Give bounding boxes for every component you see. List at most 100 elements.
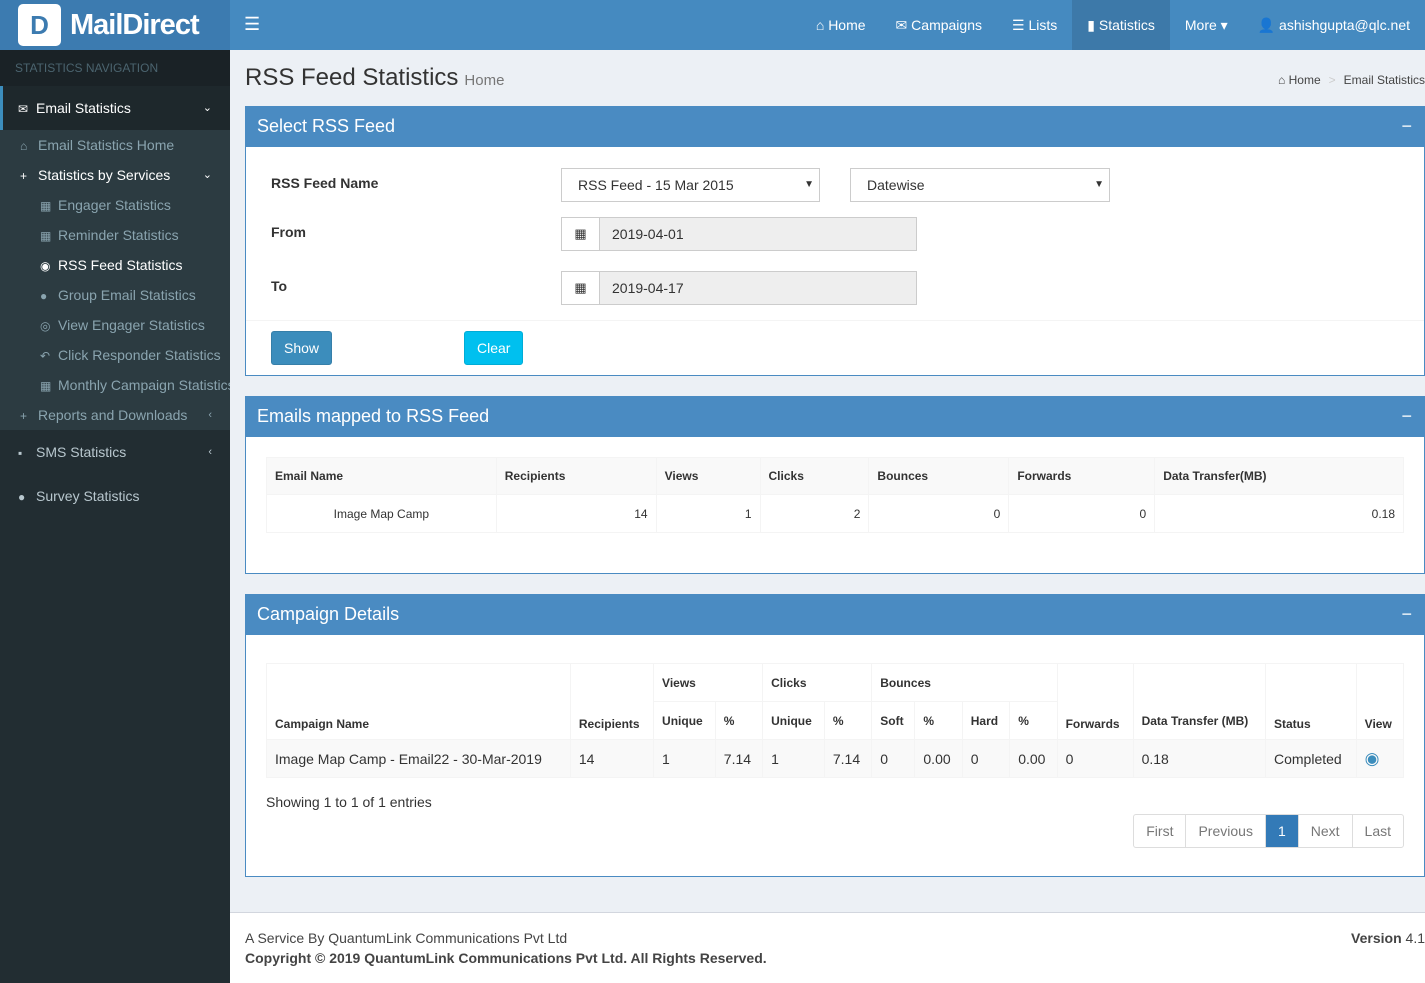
to-date-field[interactable]: ▦ 2019-04-17 — [561, 271, 917, 305]
envelope-icon: ✉ — [18, 102, 29, 116]
sidebar-item-monthly-campaign-statistics[interactable]: ▦ Monthly Campaign Statistics — [0, 370, 230, 400]
column-header: % — [914, 701, 963, 740]
sidebar-item-email-statistics[interactable]: ✉ Email Statistics ⌄ — [0, 86, 230, 130]
menu-icon: + — [20, 409, 28, 423]
table-cell: 0 — [871, 739, 916, 778]
view-cell: ◉ — [1355, 739, 1405, 778]
calendar-icon[interactable]: ▦ — [562, 272, 600, 304]
table-cell: 0 — [1056, 739, 1134, 778]
footer-service: A Service By QuantumLink Communications … — [245, 930, 568, 946]
page-title: RSS Feed Statistics Home — [245, 64, 505, 91]
menu-icon: ◉ — [40, 259, 51, 273]
collapse-button[interactable]: − — [1401, 604, 1412, 624]
menu-icon: ⌂ — [20, 139, 28, 153]
table-cell: 14 — [569, 739, 655, 778]
chevron-left-icon: ‹ — [208, 446, 212, 458]
home-icon: ⌂ — [1278, 73, 1289, 87]
table-cell: 14 — [495, 494, 657, 533]
sidebar-item-group-email-statistics[interactable]: ● Group Email Statistics — [0, 280, 230, 310]
column-header: Soft — [871, 701, 916, 740]
rss-feed-select[interactable]: RSS Feed - 15 Mar 2015 ▼ — [561, 168, 820, 202]
eye-icon[interactable]: ◉ — [1364, 748, 1380, 768]
sidebar-item-rss-feed-statistics[interactable]: ◉ RSS Feed Statistics — [0, 250, 230, 280]
panel-title: Select RSS Feed — [257, 116, 396, 136]
table-cell: 7.14 — [823, 739, 873, 778]
collapse-button[interactable]: − — [1401, 406, 1412, 426]
pagination-first[interactable]: First — [1146, 823, 1174, 839]
select-rss-feed-panel: Select RSS Feed − RSS Feed Name RSS Feed … — [245, 106, 1425, 376]
panel-title: Campaign Details — [257, 604, 400, 624]
table-cell: 7.14 — [714, 739, 764, 778]
menu-icon: ◎ — [40, 319, 51, 333]
table-cell: 0 — [1008, 494, 1156, 533]
sidebar-item-label: Reports and Downloads — [38, 407, 188, 423]
sidebar-item-email-statistics-home[interactable]: ⌂ Email Statistics Home — [0, 130, 230, 160]
sidebar-item-label: Email Statistics Home — [38, 137, 175, 153]
table-cell: 2 — [759, 494, 870, 533]
chevron-icon: ‹ — [208, 409, 212, 421]
campaign-table: Campaign Name Recipients Views Clicks Bo… — [266, 663, 1405, 778]
clear-button[interactable]: Clear — [464, 331, 524, 365]
collapse-button[interactable]: − — [1401, 116, 1412, 136]
nav-icon: ⌂ — [815, 17, 825, 33]
sidebar-item-engager-statistics[interactable]: ▦ Engager Statistics — [0, 190, 230, 220]
nav-label: Home — [828, 17, 866, 33]
menu-icon: ● — [40, 289, 48, 303]
pagination-previous[interactable]: Previous — [1185, 815, 1264, 847]
show-button[interactable]: Show — [271, 331, 333, 365]
breadcrumb-current[interactable]: Email Statistics — [1343, 73, 1425, 87]
nav-item-more[interactable]: More ▾ — [1170, 0, 1243, 50]
logo[interactable]: D MailDirect — [0, 0, 230, 50]
emails-mapped-panel: Emails mapped to RSS Feed − Email Name Rec… — [245, 396, 1425, 574]
calendar-icon[interactable]: ▦ — [562, 218, 600, 250]
table-cell: 0 — [868, 494, 1010, 533]
sidebar-item-sms-statistics[interactable]: ▪ SMS Statistics ‹ — [0, 430, 230, 474]
menu-icon: ▦ — [40, 199, 52, 213]
sidebar-item-click-responder-statistics[interactable]: ↶ Click Responder Statistics — [0, 340, 230, 370]
feed-name-label: RSS Feed Name — [271, 175, 379, 191]
sidebar-item-survey-statistics[interactable]: ● Survey Statistics — [0, 474, 230, 518]
nav-item-statistics[interactable]: ▮ Statistics — [1072, 0, 1170, 50]
nav-label: Statistics — [1098, 17, 1155, 33]
top-bar: D MailDirect ☰ ⌂ Home ✉ Campaigns ☰ Lists ▮ … — [0, 0, 1425, 50]
nav-icon: 👤 — [1257, 17, 1276, 33]
menu-icon: ▦ — [40, 379, 52, 393]
sidebar-item-reports-and-downloads[interactable]: + Reports and Downloads ‹ — [0, 400, 230, 430]
campaign-details-panel: Campaign Details − Campaign Name Recipien… — [245, 594, 1425, 877]
nav-item-lists[interactable]: ☰ Lists — [997, 0, 1072, 50]
caret-down-icon: ▼ — [1094, 179, 1104, 190]
sidebar-item-label: Reminder Statistics — [58, 227, 179, 243]
table-cell: Image Map Camp - Email22 - 30-Mar-2019 — [266, 739, 571, 778]
table-cell: Completed — [1264, 739, 1357, 778]
table-row: Image Map Camp - Email22 - 30-Mar-2019 14… — [266, 739, 1405, 778]
sidebar-item-statistics-by-services[interactable]: + Statistics by Services ⌄ — [0, 160, 230, 190]
app-name: MailDirect — [70, 8, 200, 41]
top-nav: ⌂ Home ✉ Campaigns ☰ Lists ▮ Statistics More… — [801, 0, 1425, 50]
pagination-next[interactable]: Next — [1297, 815, 1352, 847]
menu-icon: ↶ — [40, 349, 51, 363]
column-header: Forwards — [1008, 457, 1156, 495]
nav-label: Lists — [1028, 17, 1058, 33]
breadcrumb-home[interactable]: Home — [1288, 73, 1321, 87]
nav-label: More ▾ — [1184, 17, 1228, 33]
date-mode-select[interactable]: Datewise ▼ — [850, 168, 1110, 202]
chevron-down-icon: ⌄ — [202, 102, 212, 114]
column-header: Unique — [653, 701, 716, 740]
column-header: Data Transfer(MB) — [1154, 457, 1404, 495]
from-date-field[interactable]: ▦ 2019-04-01 — [561, 217, 917, 251]
table-cell: 0.18 — [1132, 739, 1266, 778]
sidebar-item-view-engager-statistics[interactable]: ◎ View Engager Statistics — [0, 310, 230, 340]
nav-icon: ☰ — [1012, 17, 1025, 33]
hamburger-icon[interactable]: ☰ — [244, 14, 261, 34]
sidebar-item-reminder-statistics[interactable]: ▦ Reminder Statistics — [0, 220, 230, 250]
nav-label: Campaigns — [911, 17, 982, 33]
nav-item-ashishgupta[interactable]: 👤 ashishgupta@qlc.net — [1243, 0, 1425, 50]
sidebar-item-label: Click Responder Statistics — [58, 347, 221, 363]
nav-item-home[interactable]: ⌂ Home — [801, 0, 881, 50]
pagination-last[interactable]: Last — [1351, 815, 1403, 847]
nav-item-campaigns[interactable]: ✉ Campaigns — [881, 0, 997, 50]
sidebar-submenu: ⌂ Email Statistics Home + Statistics by Ser… — [0, 130, 230, 430]
table-cell: 0 — [961, 739, 1011, 778]
pagination-1[interactable]: 1 — [1264, 815, 1298, 847]
column-header: Recipients — [495, 457, 657, 495]
